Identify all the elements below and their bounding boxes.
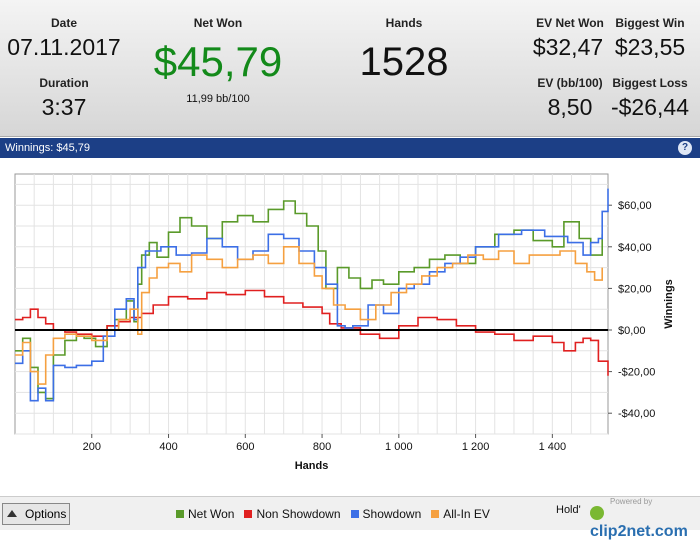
- x-axis-title: Hands: [295, 460, 329, 472]
- ev-net-won-label: EV Net Won: [536, 16, 604, 30]
- clip2net-icon: [590, 506, 604, 520]
- net-won-value: $45,79: [153, 38, 283, 85]
- x-tick-label: 800: [313, 441, 331, 453]
- duration-value: 3:37: [41, 94, 87, 120]
- net-won-label: Net Won: [193, 16, 243, 30]
- y-tick-label: $60,00: [618, 200, 652, 212]
- chart-svg: 200 400 600 800 1 000 1 200 1 400 $60,00 $40,00 $…: [14, 173, 675, 472]
- date-label: Date: [50, 16, 77, 30]
- plot-area: [14, 173, 609, 435]
- legend-swatch: [431, 510, 440, 518]
- legend-label: Showdown: [362, 507, 422, 521]
- series-line-all-in-ev: [15, 246, 603, 385]
- x-tick-label: 600: [236, 441, 254, 453]
- legend-label: Net Won: [188, 507, 235, 521]
- legend-swatch: [244, 510, 253, 518]
- footer-bar: Options Net Won Non Showdown Showdown All-I…: [0, 496, 700, 540]
- winnings-chart: 200 400 600 800 1 000 1 200 1 400 $60,00 $40,00 $…: [0, 158, 700, 496]
- legend-item: Non Showdown: [244, 507, 341, 521]
- x-tick-label: 200: [83, 441, 101, 453]
- triangle-up-icon: [7, 510, 17, 517]
- legend-label: All-In EV: [443, 507, 490, 521]
- biggest-win-label: Biggest Win: [615, 16, 685, 30]
- x-tick-label: 1 200: [462, 441, 490, 453]
- options-button[interactable]: Options: [2, 503, 70, 525]
- net-won-bb: 11,99 bb/100: [186, 93, 250, 105]
- summary-panel: Date 07.11.2017 Duration 3:37 Net Won $4…: [0, 0, 700, 137]
- ev-net-won-value: $32,47: [532, 34, 604, 60]
- options-label: Options: [25, 507, 67, 521]
- legend-item: Net Won: [176, 507, 234, 521]
- winnings-title: Winnings: $45,79: [5, 142, 90, 154]
- series-line-showdown: [15, 188, 609, 402]
- hands-value: 1528: [359, 40, 449, 84]
- x-tick-label: 400: [159, 441, 177, 453]
- legend-label: Non Showdown: [256, 507, 341, 521]
- holdem-label: Hold': [556, 504, 581, 516]
- x-tick-label: 1 400: [539, 441, 567, 453]
- ev-bb-label: EV (bb/100): [537, 76, 603, 90]
- legend-item: Showdown: [350, 507, 422, 521]
- chart-titlebar: Winnings: $45,79 ?: [0, 138, 700, 158]
- y-tick-label: -$20,00: [618, 367, 655, 379]
- y-tick-label: $40,00: [618, 242, 652, 254]
- legend-swatch: [176, 510, 184, 518]
- biggest-loss-value: -$26,44: [610, 94, 689, 120]
- ev-bb-value: 8,50: [547, 94, 593, 120]
- legend-swatch: [350, 510, 359, 518]
- powered-by-label: Powered by: [610, 497, 653, 506]
- y-tick-label: -$40,00: [618, 408, 655, 420]
- chart-legend: Net Won Non Showdown Showdown All-In EV: [176, 507, 500, 521]
- help-icon[interactable]: ?: [678, 141, 692, 155]
- clip2net-logo: clip2net.com: [590, 505, 700, 541]
- biggest-win-value: $23,55: [614, 34, 686, 60]
- x-tick-label: 1 000: [385, 441, 413, 453]
- y-axis-title: Winnings: [663, 279, 675, 328]
- clip2net-brand: clip2net.com: [590, 523, 688, 540]
- y-tick-label: $0,00: [618, 325, 646, 337]
- legend-item: All-In EV: [431, 507, 490, 521]
- duration-label: Duration: [39, 76, 89, 90]
- hands-label: Hands: [385, 16, 423, 30]
- date-value: 07.11.2017: [7, 34, 121, 60]
- y-tick-label: $20,00: [618, 283, 652, 295]
- biggest-loss-label: Biggest Loss: [612, 76, 688, 90]
